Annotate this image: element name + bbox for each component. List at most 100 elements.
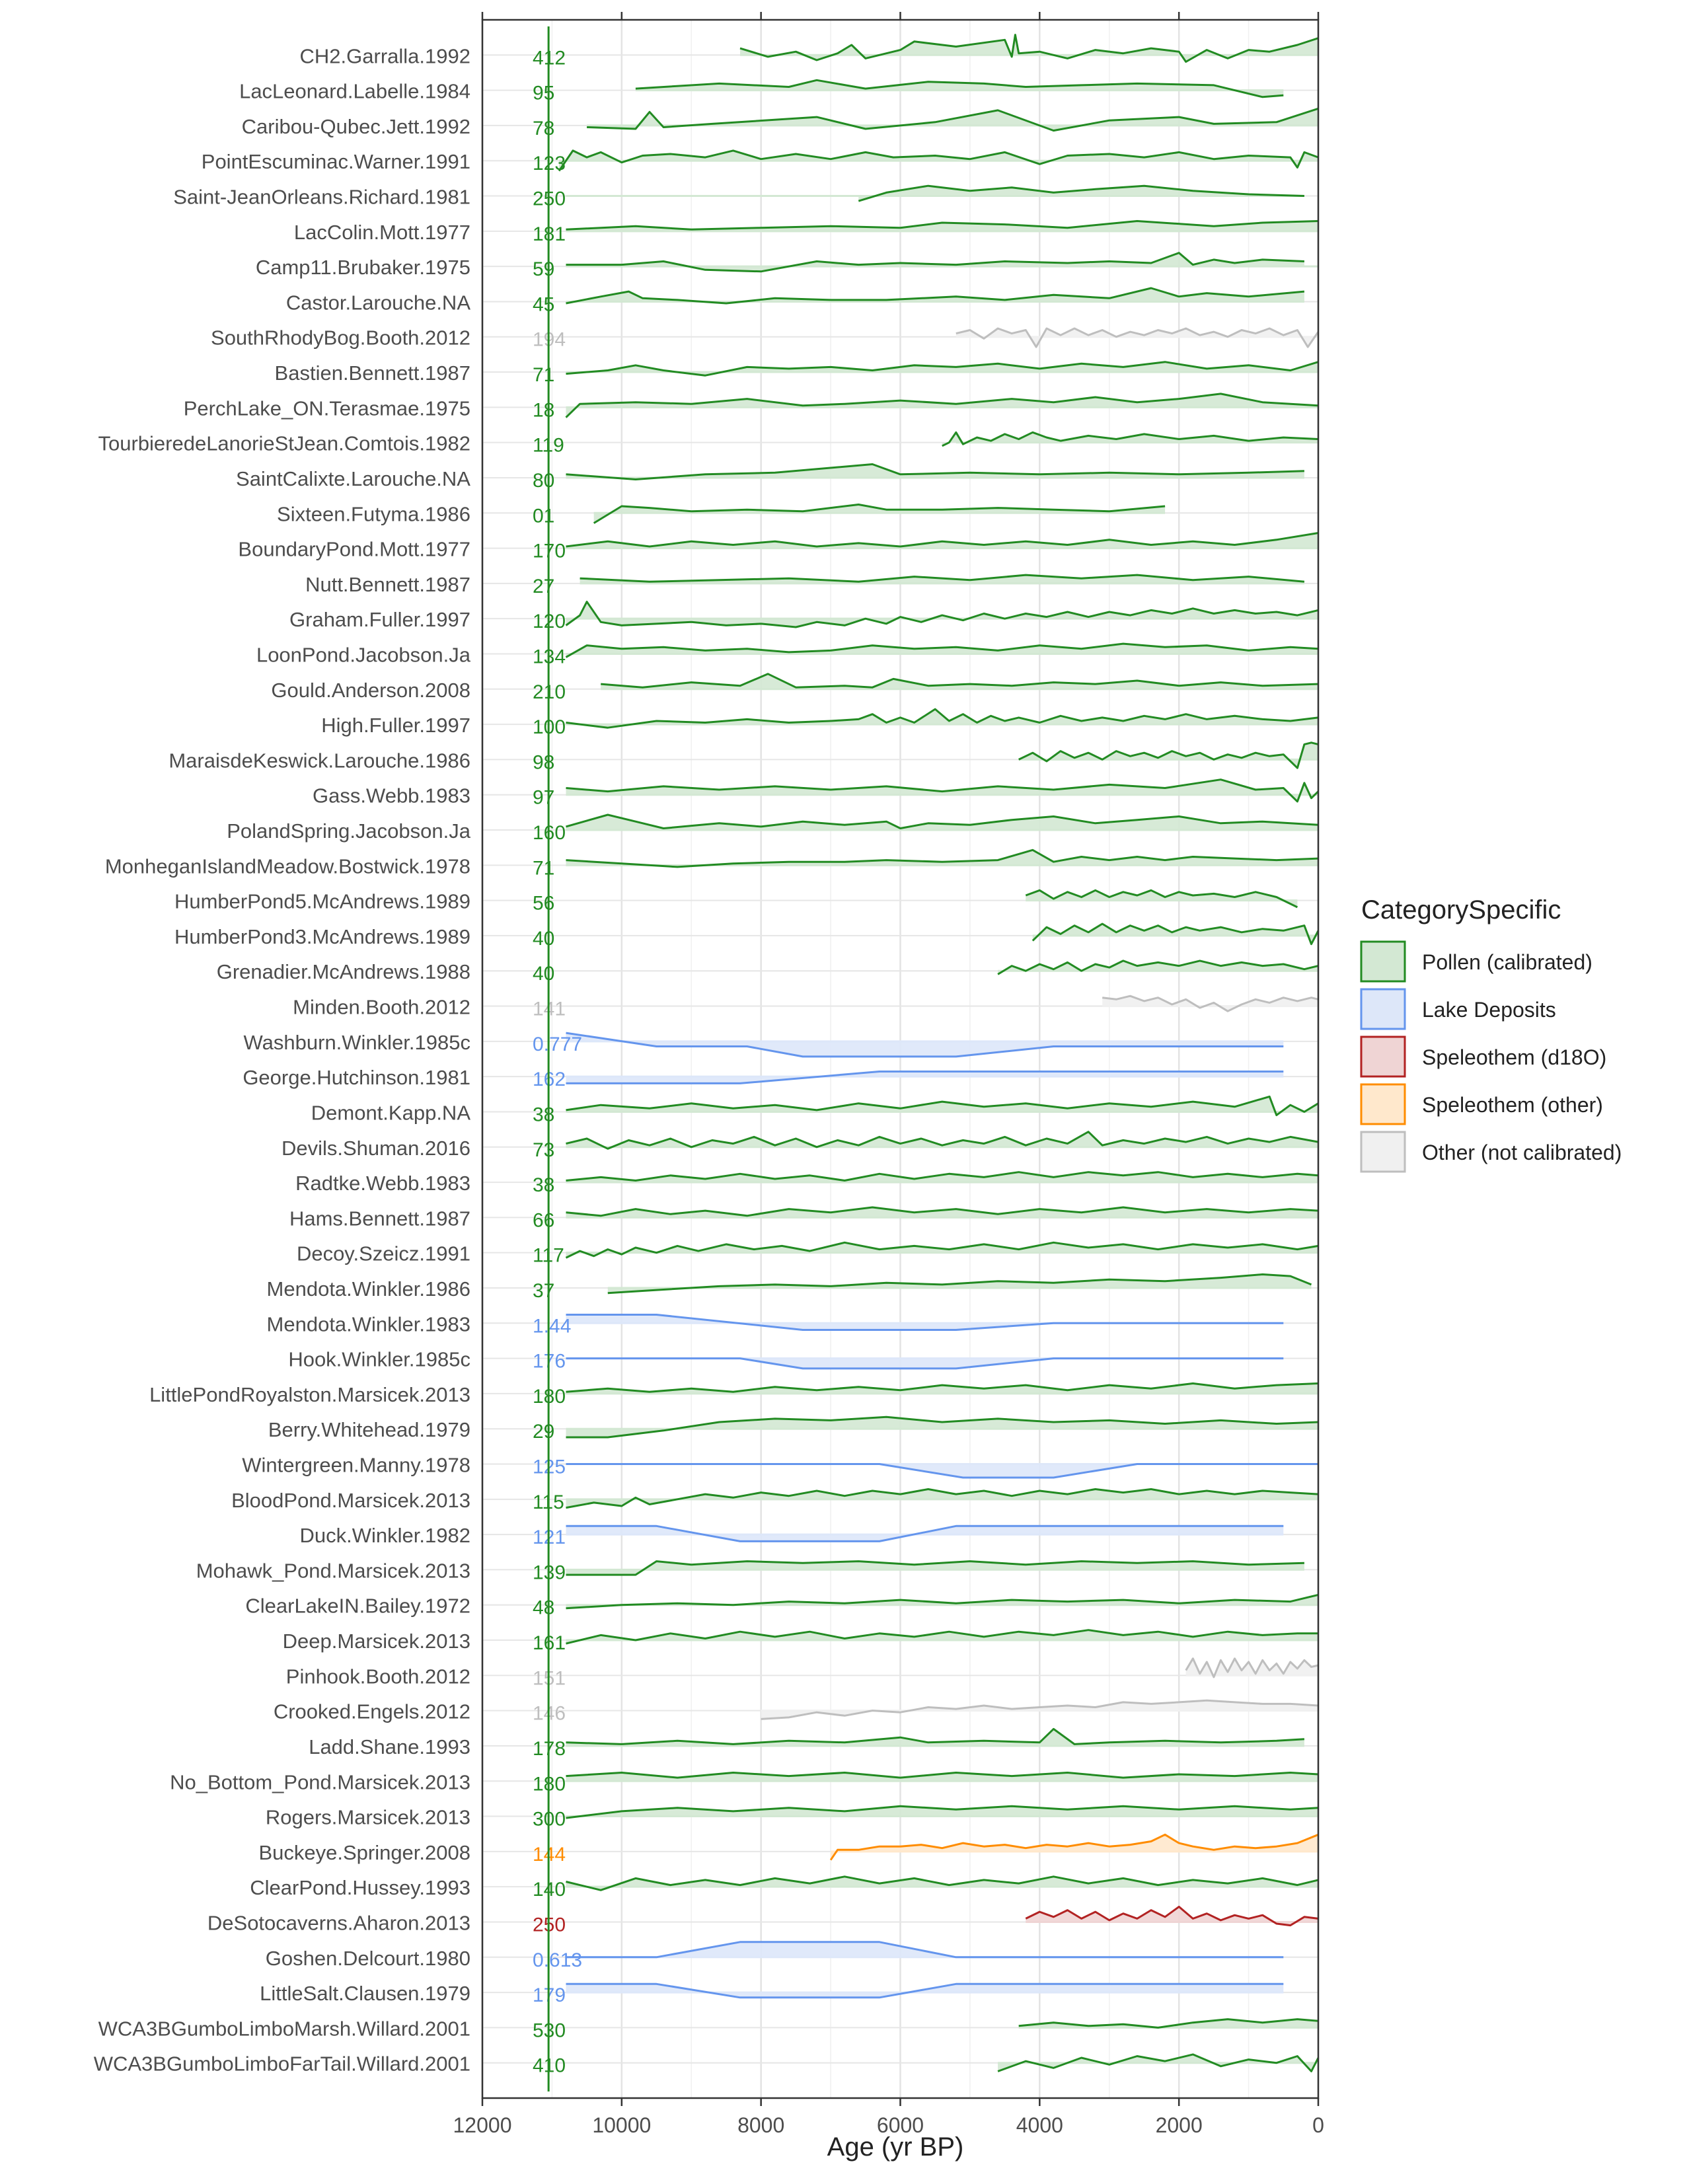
site-area <box>566 1358 1284 1369</box>
site-line <box>566 361 1319 377</box>
site-series <box>566 463 1304 480</box>
site-name-label: Duck.Winkler.1982 <box>300 1524 470 1547</box>
site-name-label: WCA3BGumboLimboFarTail.Willard.2001 <box>94 2052 470 2076</box>
site-count-label: 71 <box>533 364 554 386</box>
site-series <box>566 1875 1319 1891</box>
site-series <box>761 1699 1319 1720</box>
site-area <box>566 288 1304 303</box>
site-series <box>1018 741 1319 769</box>
site-name-label: No_Bottom_Pond.Marsicek.2013 <box>170 1770 470 1793</box>
site-line <box>566 1382 1319 1393</box>
site-series <box>1102 995 1319 1012</box>
site-series <box>566 1772 1319 1782</box>
site-line <box>566 287 1305 305</box>
site-series <box>566 1131 1319 1150</box>
site-series <box>942 431 1319 447</box>
site-name-label: Decoy.Szeicz.1991 <box>297 1242 470 1265</box>
x-tick-label: 8000 <box>737 2113 784 2137</box>
site-series <box>566 1941 1284 1959</box>
site-name-label: Radtke.Webb.1983 <box>295 1172 470 1195</box>
site-line <box>566 1629 1318 1645</box>
site-name-label: Devils.Shuman.2016 <box>281 1137 470 1160</box>
site-series <box>1018 2018 1319 2029</box>
site-line <box>1102 995 1319 1012</box>
site-count-label: 18 <box>533 399 554 421</box>
site-line <box>858 184 1304 202</box>
site-line <box>1025 1905 1319 1927</box>
site-area <box>566 464 1304 480</box>
site-line <box>566 1415 1319 1439</box>
site-name-label: Graham.Fuller.1997 <box>289 608 470 631</box>
x-tick-label: 6000 <box>877 2113 924 2137</box>
site-name-label: Caribou-Qubec.Jett.1992 <box>242 115 470 138</box>
site-series <box>566 1071 1284 1084</box>
site-name-label: PointEscuminac.Warner.1991 <box>202 150 470 173</box>
site-count-label: 0.777 <box>533 1034 582 1055</box>
site-line <box>593 504 1166 524</box>
site-name-label: Pinhook.Booth.2012 <box>286 1665 470 1688</box>
site-series <box>566 1727 1304 1747</box>
site-name-label: ClearLakeIN.Bailey.1972 <box>245 1595 470 1618</box>
site-line <box>566 813 1319 829</box>
site-line <box>566 1805 1319 1819</box>
site-name-label: Hams.Bennett.1987 <box>289 1207 470 1230</box>
site-line <box>955 327 1320 348</box>
site-line <box>566 1071 1284 1084</box>
site-count-label: 71 <box>533 857 554 879</box>
legend-label: Speleothem (d18O) <box>1422 1045 1606 1069</box>
legend-label: Lake Deposits <box>1422 998 1556 1022</box>
site-series <box>566 1805 1319 1819</box>
site-name-label: SaintCalixte.Larouche.NA <box>236 467 470 490</box>
legend-item: Other (not calibrated) <box>1360 1131 1622 1173</box>
site-line <box>566 463 1304 480</box>
site-line <box>565 393 1319 418</box>
site-series <box>997 2053 1320 2072</box>
legend-swatch <box>1360 988 1406 1030</box>
site-name-label: CH2.Garralla.1992 <box>300 44 470 67</box>
site-area <box>998 960 1318 975</box>
site-line <box>566 1982 1284 1999</box>
site-series <box>580 574 1305 585</box>
site-area <box>566 1806 1318 1819</box>
site-line <box>566 1941 1284 1959</box>
legend-label: Pollen (calibrated) <box>1422 950 1592 974</box>
site-area <box>1026 890 1298 907</box>
site-line <box>566 1206 1319 1217</box>
series-layer <box>558 34 1320 2072</box>
site-series <box>593 504 1166 524</box>
site-count-label: 40 <box>533 928 554 950</box>
site-line <box>565 642 1319 658</box>
site-series <box>829 1833 1319 1861</box>
site-series <box>566 1525 1284 1542</box>
site-name-label: BoundaryPond.Mott.1977 <box>238 538 470 561</box>
x-axis-title: Age (yr BP) <box>827 2132 964 2162</box>
site-line <box>566 1488 1319 1509</box>
x-tick-label: 2000 <box>1156 2113 1203 2137</box>
site-line <box>566 1131 1319 1150</box>
site-line <box>566 532 1319 548</box>
site-area <box>566 1561 1304 1575</box>
site-series <box>566 1488 1319 1509</box>
site-line <box>566 1095 1319 1117</box>
site-series <box>566 813 1319 831</box>
site-count-label: 38 <box>533 1104 554 1125</box>
site-count-label: 56 <box>533 893 554 915</box>
site-series <box>997 960 1319 975</box>
x-tick-label: 12000 <box>453 2113 512 2137</box>
site-series <box>566 1463 1318 1479</box>
site-name-label: Goshen.Delcourt.1980 <box>266 1947 470 1970</box>
site-series <box>566 708 1319 729</box>
site-area <box>566 709 1318 728</box>
legend-swatch <box>1360 1131 1406 1173</box>
site-name-label: Mohawk_Pond.Marsicek.2013 <box>196 1559 470 1582</box>
site-series <box>566 1560 1304 1576</box>
site-area <box>566 533 1318 548</box>
site-series <box>566 1415 1319 1439</box>
site-series <box>566 1095 1319 1117</box>
site-area <box>1102 996 1318 1012</box>
site-series <box>1025 1905 1319 1927</box>
site-count-label: 27 <box>533 576 554 597</box>
site-area <box>1032 924 1318 944</box>
